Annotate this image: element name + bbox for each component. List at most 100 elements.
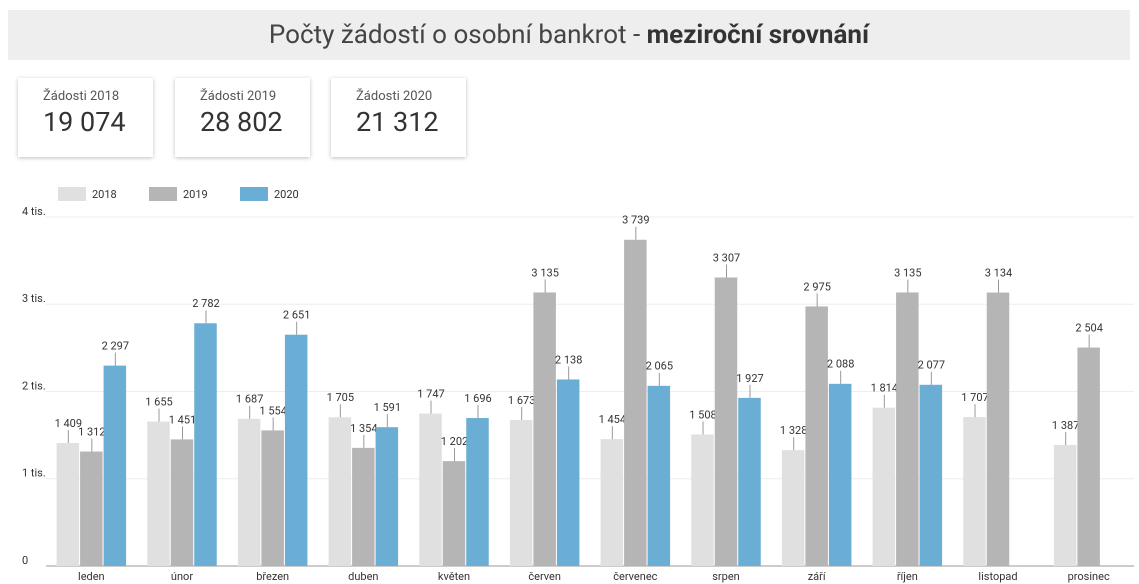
card-value: 19 074 (43, 106, 126, 138)
bar (147, 421, 170, 566)
bar (896, 292, 919, 566)
value-label: 2 297 (102, 339, 129, 352)
value-label: 1 747 (417, 387, 444, 400)
value-label: 1 451 (169, 413, 196, 426)
bar (284, 334, 308, 566)
x-tick-label: únor (171, 570, 193, 583)
kpi-card: Žádosti 2020 21 312 (331, 78, 466, 157)
legend-label: 2020 (274, 188, 299, 201)
bar (103, 365, 127, 566)
y-tick-label: 1 tis. (22, 467, 46, 480)
value-label: 2 975 (803, 280, 830, 293)
x-tick-label: leden (78, 570, 105, 583)
value-label: 1 655 (145, 396, 172, 409)
value-label: 1 387 (1052, 419, 1079, 432)
value-label: 1 508 (689, 408, 716, 421)
legend-swatch (240, 187, 268, 201)
value-label: 1 673 (508, 394, 535, 407)
value-label: 1 707 (961, 391, 988, 404)
x-tick-label: říjen (897, 570, 918, 583)
value-label: 3 135 (531, 266, 558, 279)
bar (328, 417, 352, 566)
bar (80, 451, 103, 566)
kpi-card: Žádosti 2018 19 074 (18, 78, 153, 157)
value-label: 1 927 (736, 372, 763, 385)
legend-swatch (149, 187, 177, 201)
value-label: 2 782 (192, 297, 219, 310)
value-label: 1 814 (871, 382, 898, 395)
y-tick-label: 0 (22, 554, 28, 567)
bar (466, 418, 489, 566)
value-label: 2 651 (283, 309, 310, 322)
value-label: 3 739 (622, 214, 649, 227)
bar (237, 418, 261, 566)
bar (509, 420, 533, 566)
bar (1077, 347, 1100, 566)
x-tick-label: květen (438, 570, 470, 583)
value-label: 1 202 (441, 435, 468, 448)
x-tick-label: srpen (712, 570, 740, 583)
value-label: 1 554 (259, 404, 286, 417)
value-label: 2 077 (918, 359, 945, 372)
value-label: 1 409 (55, 417, 82, 430)
x-tick-label: prosinec (1068, 570, 1110, 583)
value-label: 1 705 (327, 391, 354, 404)
bar (352, 447, 375, 566)
title-bold: meziroční srovnání (646, 20, 870, 50)
bar (1053, 444, 1077, 566)
card-value: 21 312 (356, 106, 439, 138)
card-label: Žádosti 2019 (200, 89, 277, 104)
bar (419, 413, 442, 566)
bar (986, 292, 1010, 566)
value-label: 1 591 (374, 401, 401, 414)
x-tick-label: listopad (978, 570, 1017, 583)
card-label: Žádosti 2020 (356, 89, 433, 104)
legend-swatch (58, 187, 86, 201)
value-label: 1 312 (78, 425, 105, 438)
bar (533, 292, 556, 566)
legend-label: 2018 (92, 188, 117, 201)
bar (805, 306, 828, 566)
bar (963, 417, 986, 566)
bar (919, 384, 943, 566)
value-label: 1 354 (350, 422, 377, 435)
value-label: 2 504 (1075, 321, 1102, 334)
value-label: 1 328 (780, 424, 807, 437)
title: Počty žádostí o osobní bankrot - (268, 20, 641, 50)
bar (556, 379, 580, 566)
title-bar: Počty žádostí o osobní bankrot - meziroč… (8, 10, 1130, 60)
value-label: 3 134 (985, 266, 1012, 279)
bar (56, 443, 80, 566)
x-tick-label: březen (256, 570, 289, 583)
value-label: 1 687 (236, 393, 263, 406)
bar (624, 239, 647, 566)
bar (442, 461, 466, 566)
y-tick-label: 2 tis. (22, 379, 46, 392)
legend-label: 2019 (183, 188, 208, 201)
bar (170, 439, 194, 566)
card-value: 28 802 (200, 106, 283, 138)
value-label: 2 138 (555, 353, 582, 366)
value-label: 1 454 (599, 413, 626, 426)
bar (738, 397, 761, 566)
x-tick-label: duben (348, 570, 378, 583)
bar (714, 277, 738, 566)
bar (691, 434, 714, 566)
y-tick-label: 4 tis. (22, 205, 46, 218)
bar (261, 430, 284, 566)
bar (600, 439, 624, 566)
value-label: 3 135 (894, 266, 921, 279)
x-tick-label: červenec (613, 570, 657, 583)
kpi-card: Žádosti 2019 28 802 (175, 78, 310, 157)
value-label: 2 065 (646, 360, 673, 373)
bar (194, 323, 217, 566)
value-label: 1 696 (464, 392, 491, 405)
y-tick-label: 3 tis. (22, 292, 46, 305)
card-label: Žádosti 2018 (43, 89, 120, 104)
x-tick-label: září (808, 570, 827, 583)
bar (828, 383, 852, 566)
value-label: 2 088 (827, 358, 854, 371)
bar (647, 385, 671, 566)
